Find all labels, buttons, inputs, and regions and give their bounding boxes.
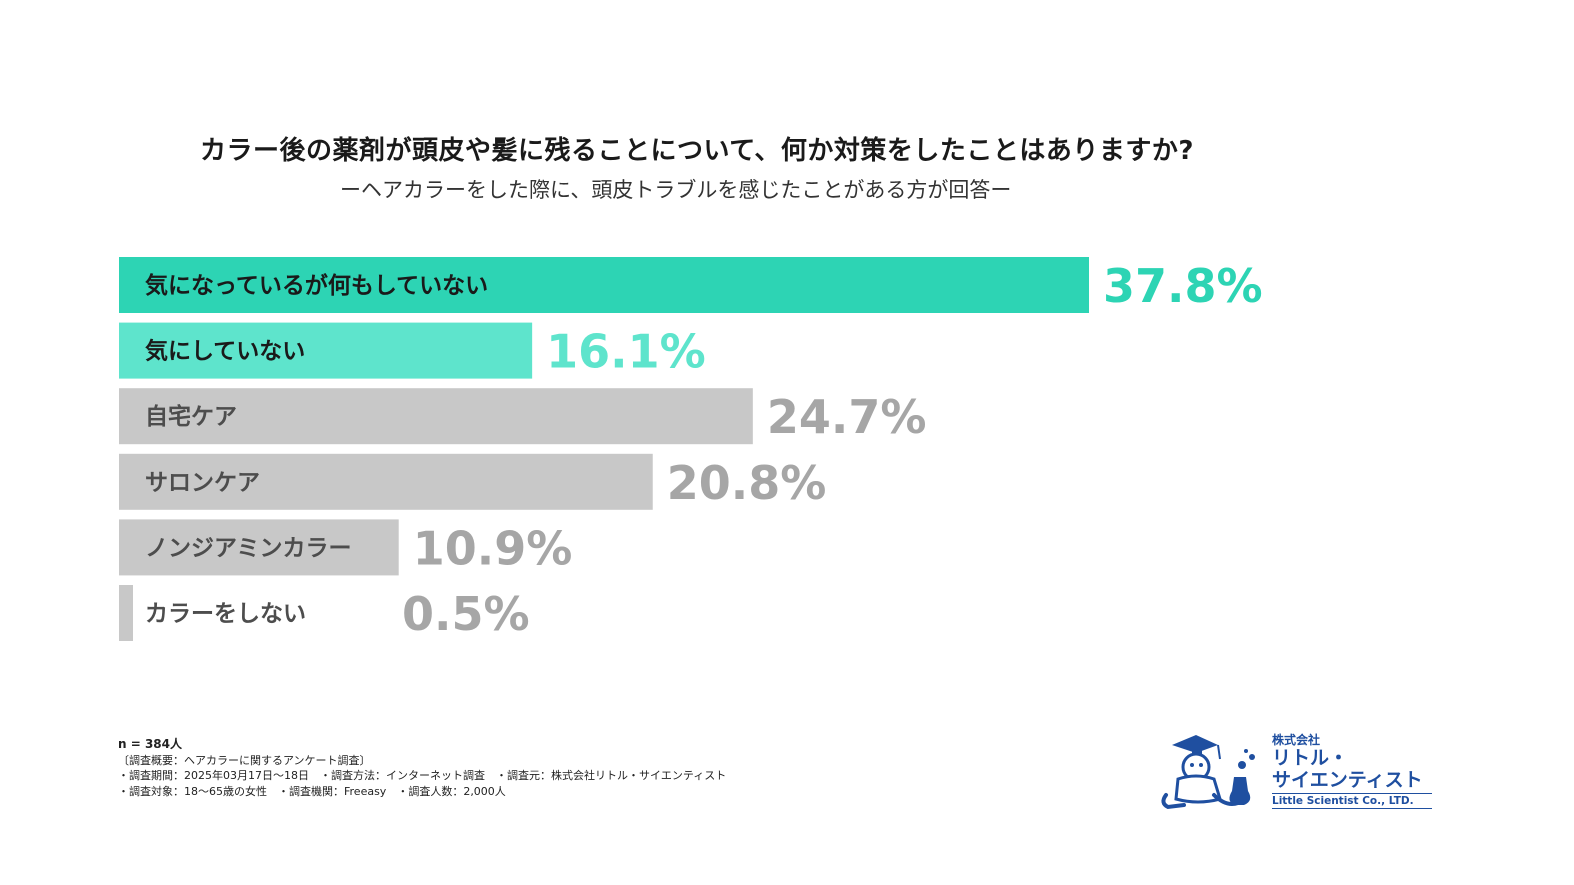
survey-overview: 〔調査概要：ヘアカラーに関するアンケート調査〕 (118, 753, 371, 767)
bar-value-2: 24.7% (767, 390, 927, 444)
bar-label-0: 気になっているが何もしていない (145, 272, 488, 299)
company-name-en: Little Scientist Co., LTD. (1272, 793, 1432, 809)
company-logo: 株式会社 リトル・ サイエンティスト Little Scientist Co.,… (1158, 733, 1432, 813)
sample-size: n = 384人 (118, 737, 183, 751)
bar-5 (119, 585, 133, 641)
bar-1 (119, 322, 533, 379)
bar-value-3: 20.8% (667, 456, 827, 510)
survey-footnotes: n = 384人 〔調査概要：ヘアカラーに関するアンケート調査〕 ・調査期間：2… (118, 737, 726, 799)
bar-value-5: 0.5% (402, 587, 530, 641)
bar-4 (119, 519, 399, 576)
bar-value-1: 16.1% (546, 325, 706, 379)
bar-chart: 気になっているが何もしていない 37.8% 気にしていない 16.1% 自宅ケア 24.7… (119, 257, 1263, 641)
bar-label-3: サロンケア (145, 470, 260, 496)
survey-target: ・調査対象：18〜65歳の女性 ・調査機関：Freeasy ・調査人数：2,00… (118, 784, 506, 798)
company-name-block: 株式会社 リトル・ サイエンティスト Little Scientist Co.,… (1272, 733, 1432, 809)
bar-value-4: 10.9% (413, 521, 573, 575)
chart-title: カラー後の薬剤が頭皮や髪に残ることについて、何か対策をしたことはありますか? (200, 136, 1195, 166)
bar-2 (119, 388, 753, 445)
bar-label-1: 気にしていない (145, 338, 305, 365)
bar-label-4: ノンジアミンカラー (145, 535, 352, 561)
company-name-line2: サイエンティスト (1272, 769, 1423, 791)
scientist-mascot-icon (1161, 735, 1255, 810)
bar-0 (119, 257, 1089, 313)
bar-3 (119, 453, 653, 510)
company-type: 株式会社 (1272, 733, 1321, 747)
bar-label-5: カラーをしない (145, 601, 306, 627)
bar-value-0: 37.8% (1103, 259, 1263, 313)
survey-period-method: ・調査期間：2025年03月17日〜18日 ・調査方法：インターネット調査 ・調… (118, 769, 727, 782)
bar-label-2: 自宅ケア (145, 403, 237, 430)
company-name-line1: リトル・ (1272, 747, 1349, 769)
chart-subtitle: ーヘアカラーをした際に、頭皮トラブルを感じたことがある方が回答ー (340, 178, 1012, 202)
